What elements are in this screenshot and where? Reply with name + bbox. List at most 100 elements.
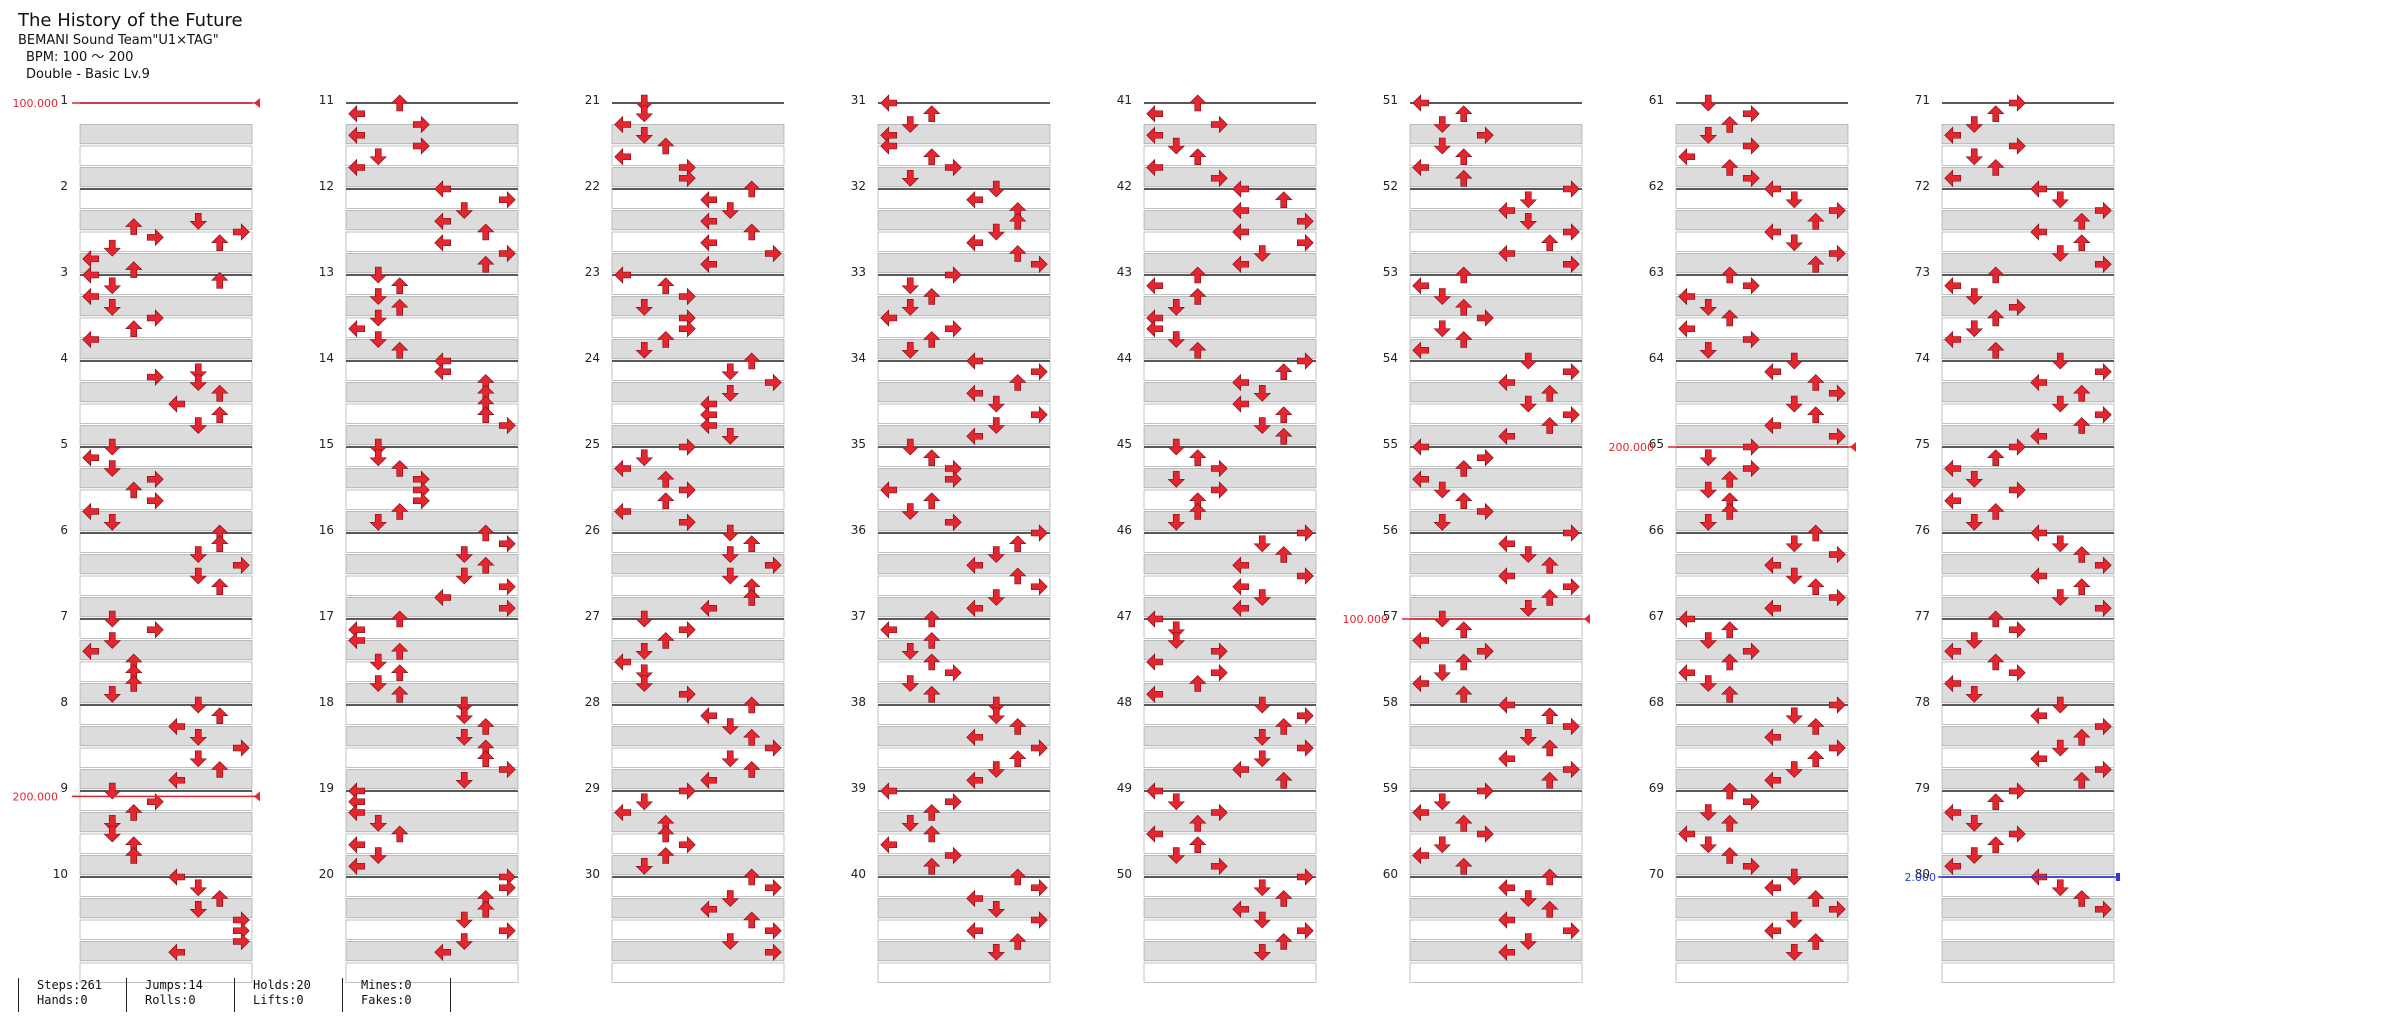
arrow-down-icon [369, 309, 387, 327]
arrow-down-icon [1167, 621, 1185, 639]
arrow-left-icon [966, 352, 984, 370]
beat-band [877, 726, 1051, 747]
beat-band [1409, 876, 1583, 897]
arrow-left-icon [168, 717, 186, 736]
beat-band [611, 747, 785, 768]
arrow-right-icon [498, 535, 516, 553]
measure-number: 28 [585, 695, 600, 709]
arrow-right-icon [1296, 212, 1314, 230]
arrow-right-icon [1210, 803, 1228, 822]
beat-band [1143, 898, 1317, 919]
arrow-left-icon [168, 943, 186, 961]
arrow-up-icon [923, 825, 941, 843]
measure-number: 8 [60, 695, 68, 709]
arrow-down-icon [1253, 728, 1271, 746]
beat-band [877, 382, 1051, 403]
beat-band [877, 683, 1051, 704]
beat-band [1675, 726, 1849, 747]
beat-band [1941, 790, 2115, 811]
arrow-down-icon [1699, 632, 1717, 649]
arrow-left-icon [1944, 330, 1962, 349]
beat-band [79, 403, 253, 424]
arrow-left-icon [168, 395, 186, 413]
arrow-up-icon [1807, 255, 1825, 273]
measure-number: 72 [1915, 179, 1930, 193]
beat-band [1675, 962, 1849, 983]
arrow-down-icon [1433, 664, 1451, 682]
arrow-down-icon [189, 417, 207, 434]
arrow-down-icon [455, 707, 473, 725]
beat-band [1675, 382, 1849, 403]
arrow-down-icon [1519, 599, 1537, 617]
arrow-down-icon [901, 438, 919, 456]
arrow-up-icon [657, 470, 675, 488]
arrow-left-icon [1232, 760, 1250, 779]
measure-number: 18 [319, 695, 334, 709]
beat-band [1143, 210, 1317, 231]
beat-band [611, 597, 785, 618]
beat-band [1143, 231, 1317, 252]
beat-band [611, 403, 785, 424]
arrow-down-icon [1519, 933, 1537, 950]
arrow-right-icon [498, 599, 516, 617]
beat-band [345, 382, 519, 403]
beat-band [1409, 683, 1583, 704]
arrow-left-icon [2030, 750, 2048, 768]
arrow-down-icon [103, 460, 121, 477]
arrow-left-icon [1146, 277, 1164, 295]
arrow-right-icon [944, 846, 962, 865]
beat-band [1143, 640, 1317, 661]
arrow-down-icon [721, 384, 739, 402]
beat-band [345, 554, 519, 575]
arrow-left-icon [1146, 105, 1164, 123]
arrow-down-icon [369, 653, 387, 671]
arrow-right-icon [1296, 707, 1314, 725]
beat-band [877, 704, 1051, 725]
arrow-left-icon [1944, 459, 1962, 478]
arrow-down-icon [455, 696, 473, 714]
beat-band [1143, 446, 1317, 467]
measure-number: 56 [1383, 523, 1398, 537]
arrow-up-icon [1275, 427, 1293, 445]
beat-band [611, 855, 785, 876]
arrow-up-icon [1009, 718, 1027, 735]
beat-band [79, 618, 253, 639]
measure-number: 38 [851, 695, 866, 709]
arrow-left-icon [880, 836, 898, 854]
beat-band [1409, 296, 1583, 317]
arrow-down-icon [1519, 191, 1537, 209]
arrow-right-icon [2008, 137, 2026, 155]
measure-number: 13 [319, 265, 334, 279]
arrow-right-icon [678, 685, 696, 703]
arrow-left-icon [1146, 825, 1164, 843]
beat-band [877, 274, 1051, 295]
measure-number: 42 [1117, 179, 1132, 193]
arrow-right-icon [1030, 363, 1048, 381]
stat-holds: Holds:20 [253, 978, 311, 992]
beat-band [1409, 124, 1583, 145]
beat-band [1409, 618, 1583, 639]
beat-band [1143, 532, 1317, 553]
arrow-left-icon [348, 320, 366, 338]
arrow-up-icon [923, 288, 941, 305]
beat-band [877, 403, 1051, 424]
arrow-down-icon [2051, 245, 2069, 262]
arrow-left-icon [1678, 610, 1696, 628]
measure-number: 11 [319, 93, 334, 107]
arrow-up-icon [923, 653, 941, 671]
arrow-up-icon [1541, 868, 1559, 886]
arrow-right-icon [2008, 782, 2026, 800]
bpm-marker-icon [254, 791, 260, 802]
arrow-right-icon [2008, 438, 2026, 456]
arrow-left-icon [1412, 470, 1430, 488]
arrow-left-icon [1498, 943, 1516, 961]
arrow-up-icon [657, 277, 675, 295]
arrow-right-icon [412, 115, 430, 134]
arrow-down-icon [1519, 546, 1537, 563]
arrow-up-icon [1189, 341, 1207, 359]
arrow-right-icon [2094, 363, 2112, 381]
arrow-right-icon [1828, 739, 1846, 757]
beat-band [1143, 511, 1317, 532]
beat-band [1409, 489, 1583, 510]
arrow-down-icon [1699, 449, 1717, 467]
